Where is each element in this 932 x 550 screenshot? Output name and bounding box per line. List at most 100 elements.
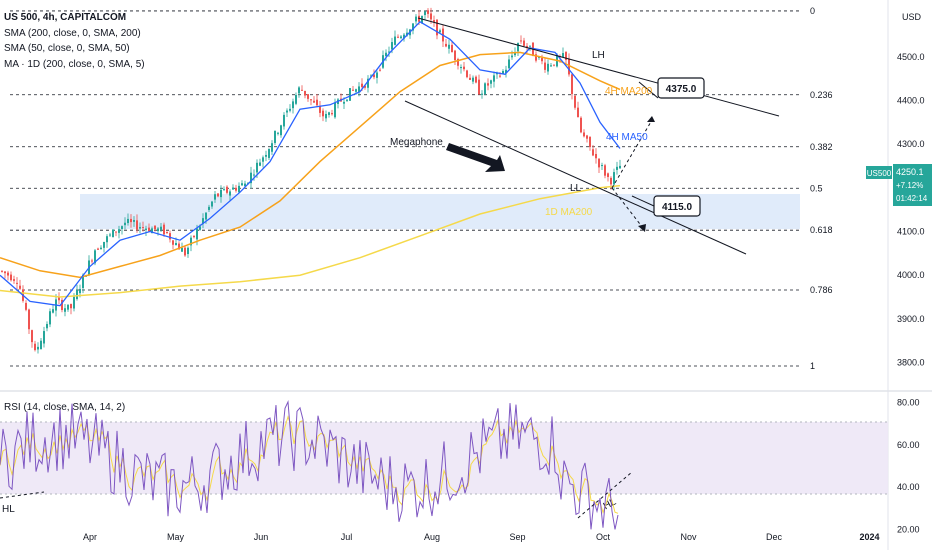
candle-body: [262, 157, 264, 162]
candle-body: [280, 125, 282, 136]
time-tick-label: Jun: [254, 532, 269, 542]
rsi-tick-label: 40.00: [897, 482, 920, 492]
ticker-badge: [866, 166, 892, 179]
candle-body: [544, 62, 546, 70]
target-down-label: 4115.0: [662, 202, 692, 213]
ma200-4h-label: 4H MA200: [605, 86, 653, 97]
candle-body: [58, 296, 60, 301]
indicator-sma50[interactable]: SMA (50, close, 0, SMA, 50): [4, 43, 130, 54]
candle-body: [10, 274, 12, 281]
rsi-axis[interactable]: 80.00 60.00 40.00 20.00: [897, 398, 920, 535]
candle-body: [4, 271, 6, 274]
candle-body: [172, 240, 174, 245]
candle-body: [169, 233, 171, 240]
candle-body: [268, 149, 270, 158]
candle-body: [466, 70, 468, 78]
candle-body: [328, 112, 330, 115]
candle-body: [493, 75, 495, 82]
candle-body: [352, 89, 354, 91]
time-axis[interactable]: Apr May Jun Jul Aug Sep Oct Nov Dec 2024: [83, 532, 880, 542]
candle-body: [394, 36, 396, 45]
candle-body: [226, 186, 228, 193]
time-tick-label: May: [167, 532, 185, 542]
candle-body: [121, 226, 123, 230]
candle-body: [523, 40, 525, 46]
sma-50-line: [0, 20, 621, 307]
candle-body: [256, 162, 258, 173]
candle-body: [583, 132, 585, 137]
rsi-legend[interactable]: RSI (14, close, SMA, 14, 2): [4, 402, 126, 413]
target-up-box[interactable]: [657, 77, 705, 99]
candle-body: [562, 53, 564, 57]
candle-body: [283, 114, 285, 127]
candle-body: [376, 72, 378, 78]
candle-body: [223, 189, 225, 191]
candle-body: [613, 172, 615, 185]
indicator-sma200[interactable]: SMA (200, close, 0, SMA, 200): [4, 27, 141, 39]
candle-body: [103, 241, 105, 248]
megaphone-upper-line[interactable]: [417, 17, 780, 117]
candle-body: [187, 247, 189, 255]
candle-body: [604, 165, 606, 176]
candle-body: [397, 36, 399, 38]
candle-body: [472, 77, 474, 82]
price-tick-label: 3800.0: [897, 358, 925, 368]
candle-body: [82, 274, 84, 288]
candle-body: [322, 110, 324, 117]
candle-body: [130, 218, 132, 223]
arrow-to-target-up: [638, 81, 659, 99]
candle-body: [295, 95, 297, 104]
candle-body: [79, 288, 81, 294]
fib-levels[interactable]: 0 0.236 0.382 0.5 0.618 0.786 1: [10, 6, 833, 371]
candle-body: [100, 247, 102, 250]
rsi-line: [0, 399, 619, 530]
projection-down-line[interactable]: [611, 187, 644, 229]
price-axis[interactable]: 4500.04400.04300.04200.04100.04000.03900…: [897, 52, 925, 368]
candle-body: [589, 136, 591, 148]
candle-body: [469, 77, 471, 80]
candle-body: [565, 51, 567, 61]
candle-body: [124, 222, 126, 226]
candle-body: [301, 89, 303, 91]
candle-body: [385, 52, 387, 57]
candle-body: [319, 106, 321, 113]
candle-body: [163, 224, 165, 235]
symbol-title[interactable]: US 500, 4h, CAPITALCOM: [4, 12, 127, 23]
rsi-tick-label: 80.00: [897, 398, 920, 408]
projection-up-line[interactable]: [611, 119, 653, 189]
candle-body: [232, 187, 234, 190]
candle-body: [514, 52, 516, 56]
fib-label-0-236: 0.236: [810, 90, 833, 100]
price-tick-label: 4000.0: [897, 270, 925, 280]
megaphone-lower-line[interactable]: [404, 100, 747, 255]
candle-body: [478, 79, 480, 95]
indicator-ma1d[interactable]: MA · 1D (200, close, 0, SMA, 5): [4, 58, 145, 70]
time-tick-label: Dec: [766, 532, 783, 542]
candle-body: [127, 218, 129, 224]
candle-body: [388, 51, 390, 53]
time-tick-label: Oct: [596, 532, 611, 542]
price-badge-change: +7.12%: [896, 181, 923, 190]
candle-body: [508, 59, 510, 69]
candle-body: [403, 34, 405, 39]
time-tick-label: 2024: [859, 532, 879, 542]
candle-body: [484, 83, 486, 95]
candle-body: [553, 64, 555, 66]
chart-legend[interactable]: US 500, 4h, CAPITALCOM SMA (200, close, …: [4, 10, 145, 72]
fib-label-0-618: 0.618: [810, 225, 833, 235]
candle-body: [205, 212, 207, 220]
time-tick-label: Aug: [424, 532, 440, 542]
candle-body: [304, 90, 306, 96]
candle-body: [361, 83, 363, 87]
candle-body: [364, 85, 366, 88]
rsi-tick-label: 20.00: [897, 524, 920, 534]
candle-body: [490, 80, 492, 84]
candle-body: [271, 143, 273, 152]
price-badge: [893, 164, 932, 206]
candle-body: [526, 45, 528, 48]
candle-body: [190, 237, 192, 246]
candle-body: [142, 227, 144, 229]
price-tick-label: 4300.0: [897, 139, 925, 149]
candle-body: [1, 270, 3, 272]
